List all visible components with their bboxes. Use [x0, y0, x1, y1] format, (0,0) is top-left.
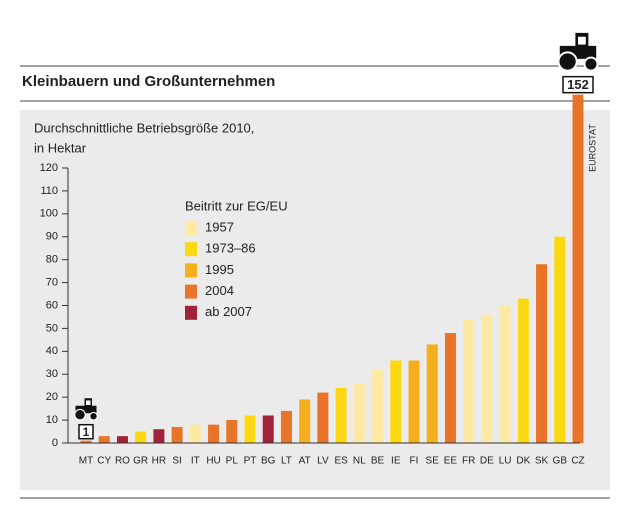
x-tick-label: DK — [516, 456, 530, 467]
value-label: 1 — [83, 425, 90, 439]
panel — [20, 110, 610, 490]
y-tick-label: 40 — [46, 345, 58, 357]
bar — [171, 426, 183, 443]
legend-swatch — [185, 284, 197, 299]
x-tick-label: AT — [299, 456, 311, 467]
x-tick-label: FI — [410, 456, 419, 467]
y-tick-label: 30 — [46, 368, 58, 380]
tractor-wheel — [557, 51, 578, 72]
bar — [554, 236, 566, 443]
bar — [317, 392, 329, 443]
bar — [517, 298, 529, 443]
x-tick-label: LU — [499, 456, 512, 467]
subtitle: in Hektar — [34, 140, 87, 155]
legend-swatch — [185, 242, 197, 257]
y-tick-label: 110 — [40, 185, 58, 197]
bar — [572, 94, 584, 444]
bar — [499, 305, 511, 443]
x-tick-label: EE — [444, 456, 458, 467]
x-tick-label: PT — [244, 456, 257, 467]
x-tick-label: FR — [462, 456, 475, 467]
x-tick-label: BE — [371, 456, 385, 467]
x-tick-label: CZ — [571, 456, 584, 467]
bar — [536, 264, 548, 443]
x-tick-label: RO — [115, 456, 130, 467]
x-tick-label: SK — [535, 456, 549, 467]
bar — [463, 319, 475, 443]
tractor-wheel — [74, 408, 86, 421]
legend-title: Beitritt zur EG/EU — [185, 198, 288, 213]
bar — [153, 429, 165, 443]
legend-label: 1957 — [205, 219, 234, 234]
y-tick-label: 90 — [46, 231, 58, 243]
legend-swatch — [185, 221, 197, 235]
x-tick-label: GB — [553, 456, 568, 467]
bar — [335, 388, 347, 443]
value-label-box — [562, 75, 594, 94]
tractor-wheel — [583, 56, 599, 72]
subtitle: Durchschnittliche Betriebsgröße 2010, — [34, 120, 254, 135]
y-tick-label: 10 — [46, 414, 58, 426]
y-tick-label: 20 — [46, 391, 58, 403]
x-tick-label: LV — [317, 456, 329, 467]
tractor-window — [578, 36, 586, 45]
y-tick-label: 50 — [46, 322, 58, 334]
bar — [372, 369, 384, 443]
bar — [408, 360, 420, 443]
tractor-icon — [74, 398, 98, 421]
legend-label: 2004 — [205, 283, 234, 298]
source: EUROSTAT — [587, 124, 597, 172]
y-tick-label: 70 — [46, 276, 58, 288]
value-label: 152 — [567, 77, 589, 92]
y-tick-label: 0 — [52, 437, 58, 449]
x-tick-label: SI — [172, 456, 181, 467]
x-tick-label: BG — [261, 456, 276, 467]
tractor-window — [86, 400, 91, 405]
bar — [244, 415, 256, 443]
x-tick-label: PL — [226, 456, 239, 467]
bar — [80, 440, 92, 443]
bar — [299, 399, 311, 443]
bar — [444, 333, 456, 443]
bar — [262, 415, 274, 443]
x-tick-label: IT — [191, 456, 200, 467]
x-tick-label: HR — [152, 456, 166, 467]
legend-label: 1995 — [205, 262, 234, 277]
bar — [280, 410, 292, 443]
x-tick-label: ES — [334, 456, 348, 467]
legend-label: ab 2007 — [205, 304, 252, 319]
bar — [135, 431, 147, 443]
legend-swatch — [185, 263, 197, 278]
y-tick-label: 120 — [40, 162, 58, 174]
value-label-box — [78, 423, 94, 440]
bar — [353, 383, 365, 443]
y-tick-label: 100 — [40, 208, 58, 220]
x-tick-label: MT — [79, 456, 93, 467]
x-tick-label: NL — [353, 456, 366, 467]
x-tick-label: GR — [133, 456, 148, 467]
bar — [116, 436, 128, 443]
tractor-wheel — [89, 411, 98, 421]
bar — [426, 344, 438, 443]
x-tick-label: IE — [391, 456, 401, 467]
y-tick-label: 60 — [46, 299, 58, 311]
tractor-icon — [557, 32, 599, 72]
x-tick-label: LT — [281, 456, 292, 467]
bar — [189, 424, 201, 443]
bar — [98, 436, 110, 443]
legend-swatch — [185, 305, 197, 320]
bar — [390, 360, 402, 443]
bar — [481, 314, 493, 443]
x-tick-label: SE — [426, 456, 440, 467]
y-tick-label: 80 — [46, 254, 58, 266]
x-tick-label: CY — [97, 456, 111, 467]
x-tick-label: HU — [206, 456, 220, 467]
legend-label: 1973–86 — [205, 241, 256, 256]
chart-title: Kleinbauern und Großunternehmen — [22, 73, 275, 90]
bar — [208, 424, 220, 443]
x-tick-label: DE — [480, 456, 494, 467]
bar — [226, 420, 238, 443]
